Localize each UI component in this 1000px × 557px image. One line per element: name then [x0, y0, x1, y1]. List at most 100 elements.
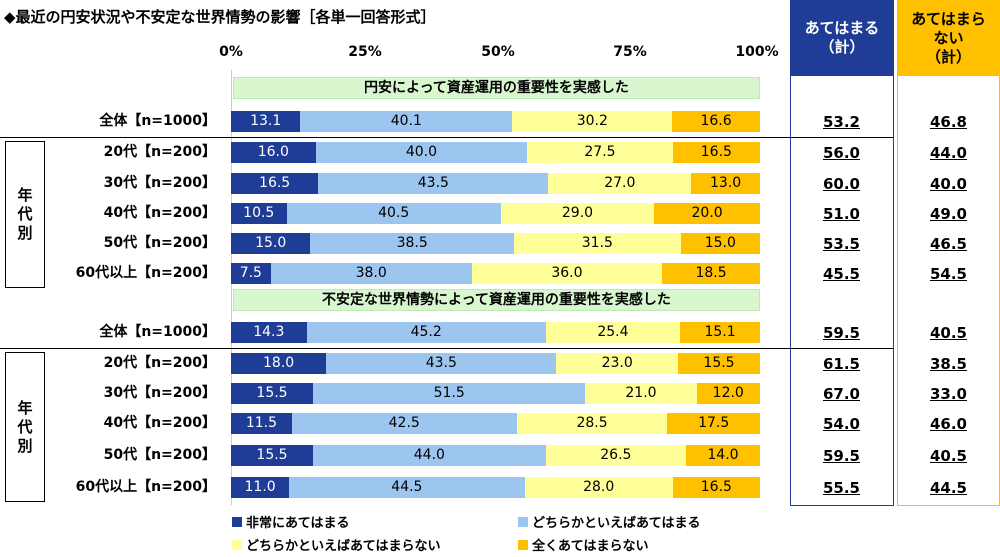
no-total-value: 46.5: [929, 235, 967, 253]
yes-total-header: あてはまる （計）: [790, 0, 894, 76]
bar-segment: 45.2: [306, 322, 546, 343]
bar-segment: 31.5: [514, 233, 681, 254]
no-total-value: 33.0: [929, 385, 967, 403]
section-title: 円安によって資産運用の重要性を実感した: [233, 77, 760, 99]
tick-label: 25%: [348, 44, 382, 60]
legend-item: どちらかといえばあてはまらない: [232, 535, 440, 554]
no-total-value: 49.0: [929, 205, 967, 223]
bar-segment: 28.5: [516, 413, 668, 434]
legend-label: 全くあてはまらない: [532, 539, 649, 554]
bar-segment: 29.0: [500, 203, 655, 224]
row-label: 30代【n=200】: [103, 385, 216, 401]
tick-label: 75%: [613, 44, 647, 60]
bar-segment: 14.3: [231, 322, 307, 343]
row-label: 30代【n=200】: [103, 175, 216, 191]
row-label: 全体【n=1000】: [99, 324, 216, 340]
bar-segment: 15.0: [680, 233, 760, 254]
age-group-label: 年 代 別: [5, 141, 45, 288]
bar-segment: 27.5: [527, 142, 673, 163]
yes-total-value: 67.0: [822, 385, 860, 403]
bar-segment: 27.0: [548, 173, 692, 194]
yes-total-value: 55.5: [822, 479, 860, 497]
bar-segment: 16.0: [231, 142, 316, 163]
chart-title: ◆最近の円安状況や不安定な世界情勢の影響［各単一回答形式］: [4, 8, 436, 26]
bar-segment: 18.0: [231, 353, 327, 374]
bar-segment: 43.5: [318, 173, 549, 194]
bar-segment: 15.1: [680, 322, 760, 343]
bar-segment: 11.5: [231, 413, 292, 434]
legend-label: どちらかといえばあてはまらない: [246, 539, 441, 554]
legend-swatch: [232, 516, 242, 527]
legend-label: どちらかといえばあてはまる: [532, 516, 701, 531]
yes-total-value: 54.0: [822, 415, 860, 433]
no-total-value: 44.5: [929, 479, 967, 497]
bar-segment: 7.5: [231, 263, 271, 284]
yes-total-value: 59.5: [822, 447, 860, 465]
yes-total-value: 53.2: [822, 113, 860, 131]
bar-segment: 40.5: [286, 203, 501, 224]
bar-segment: 30.2: [512, 111, 673, 132]
bar-segment: 11.0: [231, 477, 290, 498]
row-label: 60代以上【n=200】: [75, 265, 216, 281]
bar-segment: 17.5: [667, 413, 760, 434]
bar-segment: 26.5: [545, 445, 686, 466]
legend-item: 非常にあてはまる: [232, 512, 349, 531]
bar-segment: 13.1: [231, 111, 301, 132]
bar-segment: 28.0: [524, 477, 673, 498]
no-total-value: 38.5: [929, 355, 967, 373]
bar-segment: 40.0: [315, 142, 528, 163]
yes-total-column: [790, 76, 894, 506]
bar-segment: 43.5: [326, 353, 557, 374]
bar-segment: 12.0: [696, 383, 760, 404]
no-total-value: 40.5: [929, 324, 967, 342]
row-label: 50代【n=200】: [103, 447, 216, 463]
yes-total-value: 53.5: [822, 235, 860, 253]
yes-total-value: 59.5: [822, 324, 860, 342]
section-title: 不安定な世界情勢によって資産運用の重要性を実感した: [233, 289, 760, 311]
bar-segment: 10.5: [231, 203, 287, 224]
yes-total-value: 60.0: [822, 175, 860, 193]
bar-segment: 44.0: [312, 445, 546, 466]
no-total-value: 46.8: [929, 113, 967, 131]
legend-swatch: [232, 539, 242, 550]
bar-segment: 20.0: [654, 203, 760, 224]
bar-segment: 42.5: [291, 413, 517, 434]
bar-segment: 15.5: [231, 383, 313, 404]
bar-segment: 25.4: [545, 322, 681, 343]
no-total-header: あてはまら ない （計）: [897, 0, 1000, 76]
bar-segment: 21.0: [585, 383, 697, 404]
no-total-value: 40.5: [929, 447, 967, 465]
bar-segment: 15.5: [678, 353, 760, 374]
bar-segment: 38.5: [310, 233, 514, 254]
no-total-value: 40.0: [929, 175, 967, 193]
row-label: 60代以上【n=200】: [75, 479, 216, 495]
legend-label: 非常にあてはまる: [246, 516, 350, 531]
legend-item: どちらかといえばあてはまる: [518, 512, 700, 531]
bar-segment: 38.0: [270, 263, 472, 284]
tick-label: 100%: [735, 44, 779, 60]
bar-segment: 36.0: [471, 263, 663, 284]
bar-segment: 51.5: [312, 383, 586, 404]
axis-line: [231, 70, 232, 505]
bar-segment: 44.5: [289, 477, 525, 498]
row-label: 20代【n=200】: [103, 355, 216, 371]
no-total-value: 46.0: [929, 415, 967, 433]
row-label: 全体【n=1000】: [99, 113, 216, 129]
bar-segment: 40.1: [300, 111, 513, 132]
no-total-value: 54.5: [929, 265, 967, 283]
legend-item: 全くあてはまらない: [518, 535, 648, 554]
divider: [0, 137, 893, 138]
divider: [0, 348, 893, 349]
bar-segment: 18.5: [662, 263, 760, 284]
yes-total-value: 61.5: [822, 355, 860, 373]
legend-swatch: [518, 516, 528, 527]
yes-total-value: 45.5: [822, 265, 860, 283]
row-label: 20代【n=200】: [103, 144, 216, 160]
yes-total-value: 56.0: [822, 144, 860, 162]
bar-segment: 15.5: [231, 445, 313, 466]
tick-label: 50%: [481, 44, 515, 60]
bar-segment: 16.5: [672, 142, 760, 163]
tick-label: 0%: [219, 44, 243, 60]
bar-segment: 15.0: [231, 233, 311, 254]
bar-segment: 16.5: [672, 477, 760, 498]
